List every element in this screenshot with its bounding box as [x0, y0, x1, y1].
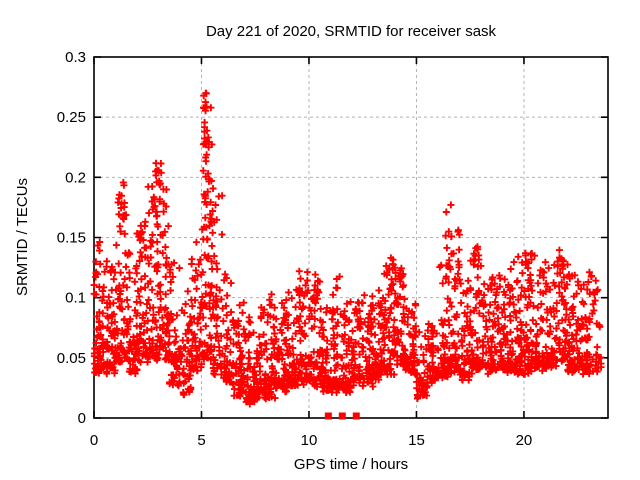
y-tick-label: 0 [78, 410, 86, 427]
x-tick-label: 10 [301, 432, 318, 449]
plot-frame [93, 56, 609, 419]
y-tick-label: 0.25 [57, 109, 86, 126]
y-tick-label: 0.05 [57, 350, 86, 367]
x-tick-label: 5 [197, 432, 205, 449]
zero-value-marker [324, 412, 332, 420]
x-tick-label: 20 [516, 432, 533, 449]
x-tick-label: 0 [90, 432, 98, 449]
y-tick-label: 0.1 [65, 290, 86, 307]
x-axis-label: GPS time / hours [294, 456, 408, 473]
x-tick-label: 15 [408, 432, 425, 449]
zero-value-marker [352, 412, 360, 420]
axis-ticks [93, 56, 608, 419]
plot-title: Day 221 of 2020, SRMTID for receiver sas… [206, 23, 497, 40]
y-tick-label: 0.3 [65, 49, 86, 66]
y-axis-label: SRMTID / TECUs [14, 178, 31, 296]
srmtid-scatter-points [90, 89, 605, 408]
y-tick-label: 0.15 [57, 230, 86, 247]
data-points-series [90, 89, 605, 420]
zero-value-marker [338, 412, 346, 420]
tick-labels: 0 5 10 15 20 0 0.05 0.1 0.15 0.2 0.25 0.3 [57, 49, 532, 449]
y-tick-label: 0.2 [65, 169, 86, 186]
